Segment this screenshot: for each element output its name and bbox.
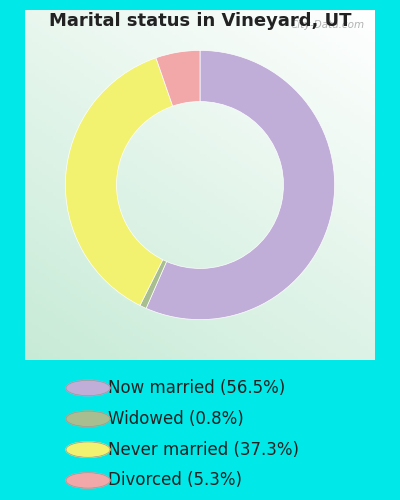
Text: Now married (56.5%): Now married (56.5%) (108, 379, 285, 397)
Circle shape (66, 472, 110, 488)
Text: Never married (37.3%): Never married (37.3%) (108, 440, 299, 458)
Wedge shape (140, 260, 166, 308)
Text: Marital status in Vineyard, UT: Marital status in Vineyard, UT (49, 12, 351, 30)
Circle shape (66, 380, 110, 396)
Wedge shape (65, 58, 173, 306)
Wedge shape (156, 50, 200, 106)
Text: Widowed (0.8%): Widowed (0.8%) (108, 410, 244, 428)
Circle shape (66, 442, 110, 458)
Wedge shape (146, 50, 335, 320)
Circle shape (66, 411, 110, 426)
Text: Divorced (5.3%): Divorced (5.3%) (108, 472, 242, 490)
Text: City-Data.com: City-Data.com (290, 20, 364, 30)
